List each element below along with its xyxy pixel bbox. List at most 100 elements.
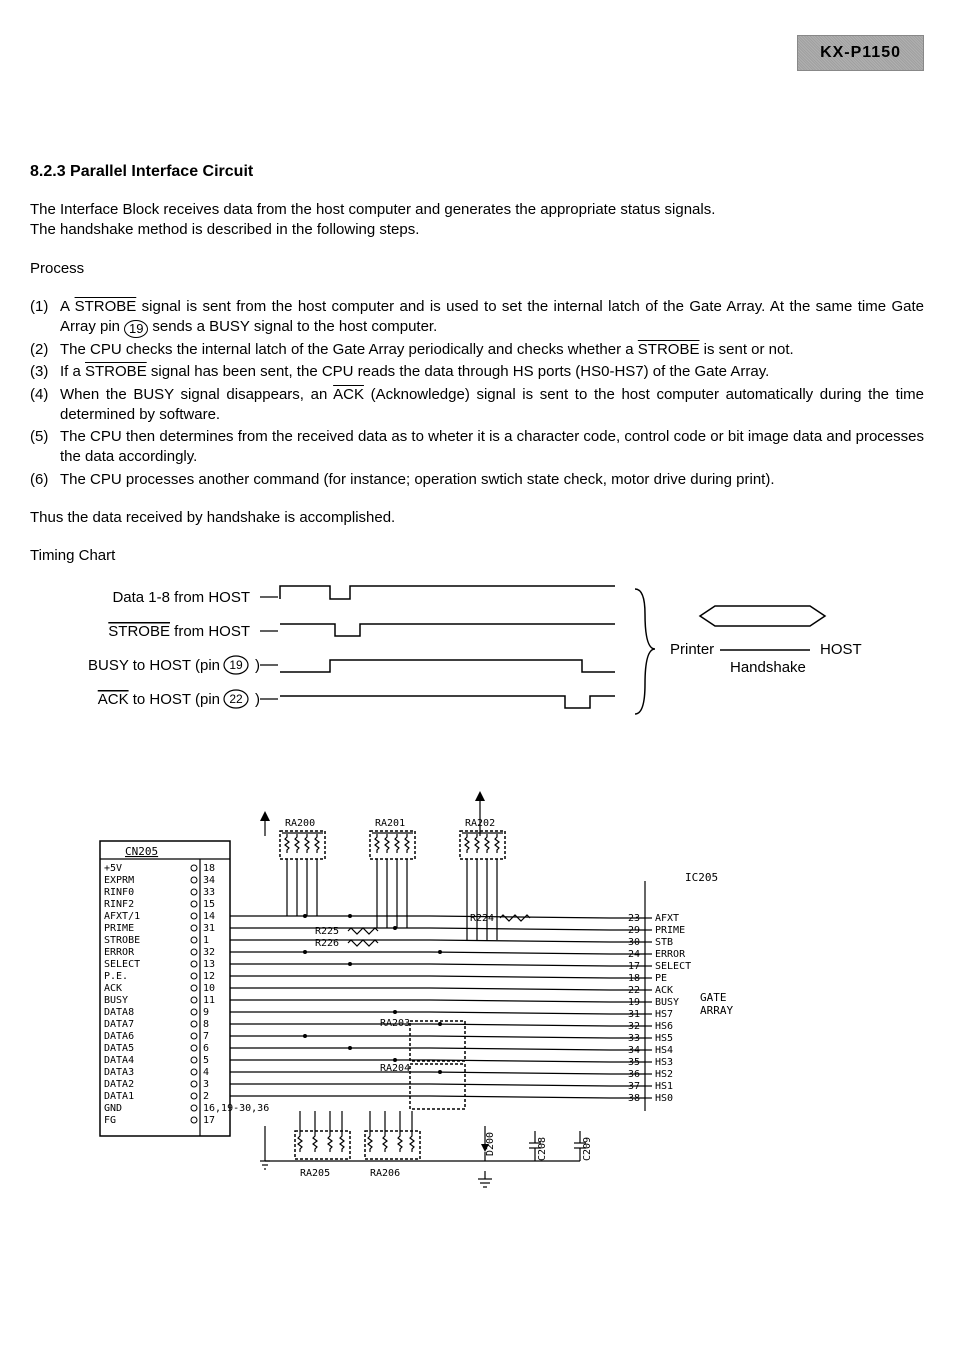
model-badge: KX-P1150	[797, 35, 924, 71]
left-signal-name: RINF2	[104, 899, 134, 910]
c209-label: C209	[582, 1137, 593, 1161]
process-item: (2)The CPU checks the internal latch of …	[30, 340, 924, 360]
resistor-array-label: RA201	[375, 818, 405, 829]
process-text: When the BUSY signal disappears, an ACK …	[60, 385, 924, 426]
process-item: (4)When the BUSY signal disappears, an A…	[30, 385, 924, 426]
process-text: The CPU then determines from the receive…	[60, 427, 924, 468]
timing-chart-label: Timing Chart	[30, 546, 924, 566]
svg-text:): )	[255, 691, 260, 708]
left-signal-pin: 4	[203, 1067, 209, 1078]
left-signal-name: SELECT	[104, 959, 140, 970]
left-signal-pin: 5	[203, 1055, 209, 1066]
right-signal-name: ACK	[655, 985, 673, 996]
left-signal-pin: 14	[203, 911, 215, 922]
left-signal-name: STROBE	[104, 935, 140, 946]
timing-row-label: ACK to HOST (pin	[98, 691, 220, 708]
ra206-label: RA206	[370, 1168, 400, 1179]
right-signal-name: ERROR	[655, 949, 686, 960]
process-item: (3)If a STROBE signal has been sent, the…	[30, 362, 924, 382]
svg-text:): )	[255, 657, 260, 674]
timing-row-label: Data 1-8 from HOST	[112, 589, 250, 606]
process-text: The CPU processes another command (for i…	[60, 470, 924, 490]
left-signal-name: FG	[104, 1115, 116, 1126]
process-list: (1)A STROBE signal is sent from the host…	[30, 297, 924, 490]
d200-label: D200	[485, 1132, 496, 1156]
left-signal-pin: 7	[203, 1031, 209, 1042]
left-signal-pin: 9	[203, 1007, 209, 1018]
left-signal-name: ACK	[104, 983, 122, 994]
left-signal-pin: 34	[203, 875, 215, 886]
left-signal-name: DATA6	[104, 1031, 134, 1042]
right-signal-name: HS1	[655, 1081, 673, 1092]
left-signal-pin: 11	[203, 995, 215, 1006]
left-signal-name: DATA8	[104, 1007, 134, 1018]
process-number: (3)	[30, 362, 60, 382]
right-signal-name: SELECT	[655, 961, 691, 972]
process-number: (2)	[30, 340, 60, 360]
schematic-diagram: .sl { font-size:10px; font-family: monos…	[90, 781, 770, 1201]
left-signal-pin: 16,19-30,36	[203, 1103, 269, 1114]
timing-chart: Data 1-8 from HOSTSTROBE from HOSTBUSY t…	[50, 574, 890, 734]
process-text: A STROBE signal is sent from the host co…	[60, 297, 924, 338]
left-signal-name: P.E.	[104, 971, 128, 982]
right-signal-name: HS0	[655, 1093, 673, 1104]
process-item: (6)The CPU processes another command (fo…	[30, 470, 924, 490]
process-item: (5)The CPU then determines from the rece…	[30, 427, 924, 468]
ic-label: IC205	[685, 871, 718, 884]
right-signal-name: PRIME	[655, 925, 685, 936]
intro-block: The Interface Block receives data from t…	[30, 200, 924, 241]
resistor-array-label: RA200	[285, 818, 315, 829]
left-signal-name: DATA4	[104, 1055, 134, 1066]
left-signal-pin: 2	[203, 1091, 209, 1102]
right-signal-name: STB	[655, 937, 673, 948]
process-text: The CPU checks the internal latch of the…	[60, 340, 924, 360]
intro-line-2: The handshake method is described in the…	[30, 220, 924, 240]
left-signal-name: BUSY	[104, 995, 128, 1006]
right-signal-name: PE	[655, 973, 667, 984]
right-signal-name: HS6	[655, 1021, 673, 1032]
ra205-label: RA205	[300, 1168, 330, 1179]
process-number: (4)	[30, 385, 60, 426]
ra204-label: RA204	[380, 1063, 410, 1074]
printer-label: Printer	[670, 641, 714, 658]
left-signal-pin: 1	[203, 935, 209, 946]
r225-label: R225	[315, 926, 339, 937]
left-signal-pin: 3	[203, 1079, 209, 1090]
right-signal-name: HS3	[655, 1057, 673, 1068]
array-label: ARRAY	[700, 1004, 733, 1017]
left-signal-pin: 33	[203, 887, 215, 898]
left-signal-name: +5V	[104, 863, 122, 874]
process-number: (6)	[30, 470, 60, 490]
left-signal-name: DATA3	[104, 1067, 134, 1078]
left-signal-pin: 13	[203, 959, 215, 970]
ra203-label: RA203	[380, 1018, 410, 1029]
right-signal-name: HS2	[655, 1069, 673, 1080]
process-number: (5)	[30, 427, 60, 468]
process-label: Process	[30, 259, 924, 279]
left-signal-pin: 12	[203, 971, 215, 982]
closing-text: Thus the data received by handshake is a…	[30, 508, 924, 528]
left-signal-name: EXPRM	[104, 875, 134, 886]
left-signal-name: ERROR	[104, 947, 135, 958]
left-signal-pin: 6	[203, 1043, 209, 1054]
process-item: (1)A STROBE signal is sent from the host…	[30, 297, 924, 338]
right-signal-name: AFXT	[655, 913, 679, 924]
left-signal-name: DATA7	[104, 1019, 134, 1030]
host-label: HOST	[820, 641, 862, 658]
right-signal-name: BUSY	[655, 997, 679, 1008]
left-signal-name: PRIME	[104, 923, 134, 934]
right-signal-name: HS7	[655, 1009, 673, 1020]
section-title: 8.2.3 Parallel Interface Circuit	[30, 161, 924, 183]
right-signal-name: HS4	[655, 1045, 673, 1056]
left-signal-name: DATA1	[104, 1091, 134, 1102]
intro-line-1: The Interface Block receives data from t…	[30, 200, 924, 220]
left-signal-pin: 31	[203, 923, 215, 934]
r224-label: R224	[470, 913, 494, 924]
handshake-label: Handshake	[730, 659, 806, 676]
left-signal-name: DATA2	[104, 1079, 134, 1090]
right-signal-name: HS5	[655, 1033, 673, 1044]
r226-label: R226	[315, 938, 339, 949]
left-signal-name: DATA5	[104, 1043, 134, 1054]
left-signal-pin: 17	[203, 1115, 215, 1126]
left-signal-name: GND	[104, 1103, 122, 1114]
